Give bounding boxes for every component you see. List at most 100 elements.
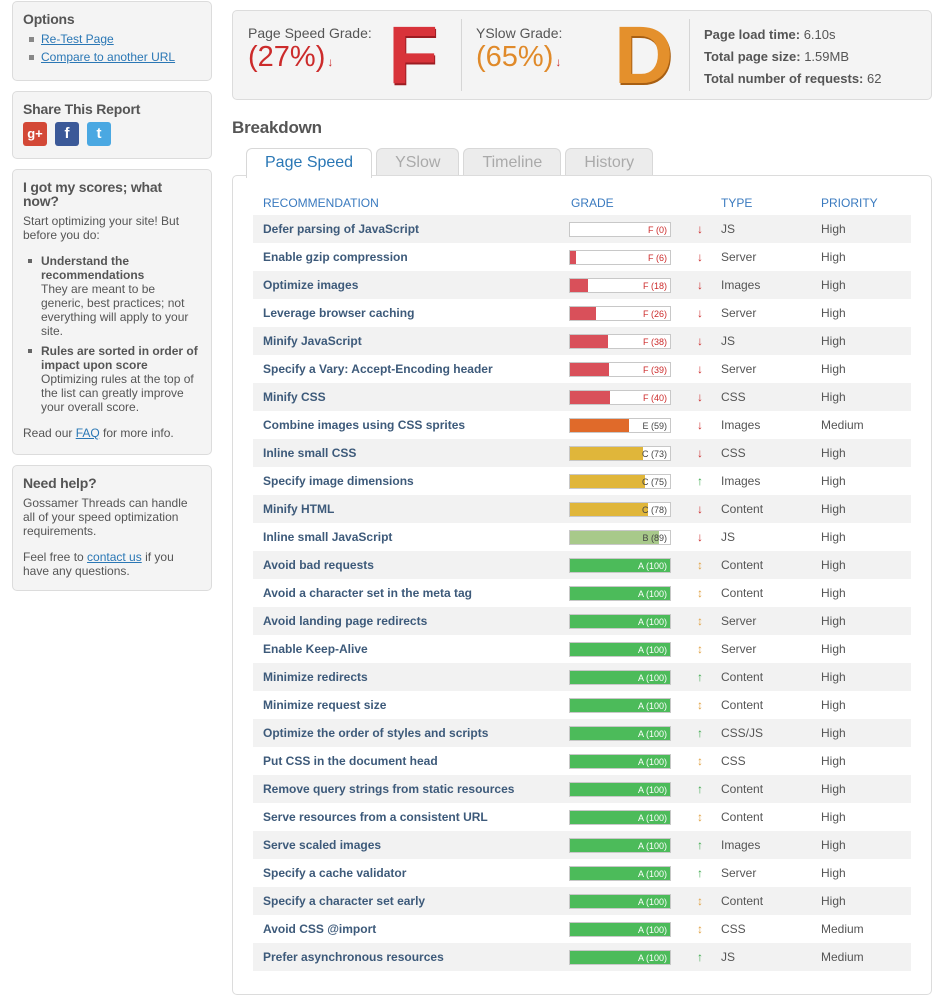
table-row[interactable]: Remove query strings from static resourc…	[253, 775, 911, 803]
recommendation-name[interactable]: Minimize request size	[263, 698, 387, 712]
grade-label: E (59)	[642, 420, 667, 431]
recommendation-name[interactable]: Optimize the order of styles and scripts	[253, 719, 561, 747]
tab-page-speed[interactable]: Page Speed	[246, 148, 373, 178]
google-plus-icon[interactable]: g+	[23, 122, 47, 146]
table-row[interactable]: Avoid bad requests A (100) ↕ Content High	[253, 551, 911, 579]
tab-history[interactable]: History	[565, 148, 654, 176]
recommendation-name[interactable]: Remove query strings from static resourc…	[253, 775, 561, 803]
recommendation-name[interactable]: Avoid landing page redirects	[253, 607, 561, 635]
table-row[interactable]: Serve scaled images A (100) ↑ Images High	[253, 831, 911, 859]
table-row[interactable]: Minimize redirects A (100) ↑ Content High	[253, 663, 911, 691]
arrow-updown-icon: ↕	[685, 551, 711, 579]
col-grade[interactable]: GRADE	[571, 196, 614, 210]
contact-us-link[interactable]: contact us	[87, 550, 142, 564]
table-row[interactable]: Prefer asynchronous resources A (100) ↑ JS M…	[253, 943, 911, 971]
recommendation-name[interactable]: Avoid a character set in the meta tag	[263, 586, 472, 600]
col-recommendation[interactable]: RECOMMENDATION	[263, 196, 379, 210]
compare-url-link[interactable]: Compare to another URL	[41, 50, 176, 64]
stat-load-time: Page load time: 6.10s	[704, 24, 881, 46]
priority-cell: High	[821, 698, 846, 712]
recommendation-name[interactable]: Specify a Vary: Accept-Encoding header	[263, 362, 493, 376]
table-row[interactable]: Enable Keep-Alive A (100) ↕ Server High	[253, 635, 911, 663]
recommendation-name[interactable]: Combine images using CSS sprites	[263, 418, 466, 432]
grade-bar-fill	[570, 390, 610, 404]
table-row[interactable]: Minify JavaScript F (38) ↓ JS High	[253, 327, 911, 355]
tip-heading: Rules are sorted in order of impact upon…	[41, 344, 198, 372]
table-row[interactable]: Serve resources from a consistent URL A (…	[253, 803, 911, 831]
table-row[interactable]: Avoid landing page redirects A (100) ↕ Serv…	[253, 607, 911, 635]
recommendation-name[interactable]: Specify a cache validator	[263, 866, 407, 880]
grade-bar: F (40)	[569, 389, 671, 405]
arrow-down-icon: ↓	[697, 306, 703, 320]
recommendation-name[interactable]: Serve resources from a consistent URL	[263, 810, 488, 824]
recommendation-name[interactable]: Serve scaled images	[253, 831, 561, 859]
table-row[interactable]: Specify image dimensions C (75) ↑ Images Hig…	[253, 467, 911, 495]
table-row[interactable]: Optimize images F (18) ↓ Images High	[253, 271, 911, 299]
table-row[interactable]: Avoid CSS @import A (100) ↕ CSS Medium	[253, 915, 911, 943]
table-row[interactable]: Optimize the order of styles and scripts…	[253, 719, 911, 747]
table-row[interactable]: Leverage browser caching F (26) ↓ Server Hig…	[253, 299, 911, 327]
col-priority[interactable]: PRIORITY	[821, 196, 878, 210]
recommendation-name[interactable]: Avoid CSS @import	[263, 922, 377, 936]
type-cell: Content	[721, 810, 764, 824]
table-row[interactable]: Minify HTML C (78) ↓ Content High	[253, 495, 911, 523]
scores-title: I got my scores; what now?	[23, 179, 162, 209]
table-row[interactable]: Defer parsing of JavaScript F (0) ↓ JS High	[253, 215, 911, 243]
recommendation-name[interactable]: Inline small CSS	[253, 439, 561, 467]
recommendation-name[interactable]: Avoid bad requests	[253, 551, 561, 579]
grade-cell: F (40)	[561, 383, 685, 411]
table-row[interactable]: Specify a Vary: Accept-Encoding header F …	[253, 355, 911, 383]
grade-cell: A (100)	[561, 579, 685, 607]
recommendation-name[interactable]: Inline small JavaScript	[263, 530, 393, 544]
table-row[interactable]: Inline small CSS C (73) ↓ CSS High	[253, 439, 911, 467]
stat-value: 6.10s	[803, 27, 836, 42]
facebook-icon[interactable]: f	[55, 122, 79, 146]
priority-cell: High	[811, 215, 911, 243]
recommendation-name[interactable]: Defer parsing of JavaScript	[253, 215, 561, 243]
grade-label: F (6)	[648, 252, 667, 263]
type-cell: Server	[721, 362, 757, 376]
table-row[interactable]: Avoid a character set in the meta tag A (…	[253, 579, 911, 607]
table-row[interactable]: Inline small JavaScript B (89) ↓ JS High	[253, 523, 911, 551]
col-type[interactable]: TYPE	[721, 196, 753, 210]
table-row[interactable]: Enable gzip compression F (6) ↓ Server High	[253, 243, 911, 271]
arrow-down-icon: ↓	[685, 271, 711, 299]
recommendation-name[interactable]: Minimize redirects	[253, 663, 561, 691]
recommendation-name[interactable]: Prefer asynchronous resources	[253, 943, 561, 971]
arrow-updown-icon: ↕	[685, 887, 711, 915]
tab-yslow[interactable]: YSlow	[376, 148, 460, 176]
tab-timeline[interactable]: Timeline	[463, 148, 562, 176]
table-row[interactable]: Minimize request size A (100) ↕ Content High	[253, 691, 911, 719]
recommendation-name[interactable]: Minify HTML	[253, 495, 561, 523]
recommendation-name[interactable]: Minify JavaScript	[253, 327, 561, 355]
retest-page-link[interactable]: Re-Test Page	[41, 32, 114, 46]
grade-label: C (75)	[641, 476, 667, 487]
arrow-down-icon: ↓	[685, 495, 711, 523]
table-row[interactable]: Combine images using CSS sprites E (59) ↓ I…	[253, 411, 911, 439]
grade-bar: A (100)	[569, 949, 671, 965]
yslow-grade-label: YSlow Grade:	[476, 25, 563, 41]
recommendation-name[interactable]: Specify a character set early	[253, 887, 561, 915]
recommendation-name[interactable]: Minify CSS	[253, 383, 561, 411]
faq-link[interactable]: FAQ	[75, 426, 100, 440]
table-row[interactable]: Put CSS in the document head A (100) ↕ CSS H…	[253, 747, 911, 775]
pagespeed-grade-letter: F	[388, 10, 439, 101]
table-row[interactable]: Specify a character set early A (100) ↕ Con…	[253, 887, 911, 915]
twitter-icon[interactable]: t	[87, 122, 111, 146]
recommendation-name[interactable]: Enable Keep-Alive	[263, 642, 368, 656]
table-row[interactable]: Specify a cache validator A (100) ↑ Server H…	[253, 859, 911, 887]
recommendation-name[interactable]: Optimize images	[253, 271, 561, 299]
arrow-down-icon: ↓	[685, 215, 711, 243]
tips-list: Understand the recommendations They are …	[23, 254, 201, 414]
recommendation-name[interactable]: Enable gzip compression	[263, 250, 408, 264]
grade-bar: F (6)	[569, 249, 671, 265]
stat-label: Page load time:	[704, 27, 801, 42]
pagespeed-grade-percent: (27%) ↓	[248, 41, 333, 74]
recommendation-name[interactable]: Specify image dimensions	[263, 474, 414, 488]
recommendation-name[interactable]: Put CSS in the document head	[263, 754, 438, 768]
grade-label: F (38)	[642, 336, 667, 347]
priority-cell: High	[811, 607, 911, 635]
table-row[interactable]: Minify CSS F (40) ↓ CSS High	[253, 383, 911, 411]
priority-cell: High	[821, 530, 846, 544]
recommendation-name[interactable]: Leverage browser caching	[263, 306, 415, 320]
